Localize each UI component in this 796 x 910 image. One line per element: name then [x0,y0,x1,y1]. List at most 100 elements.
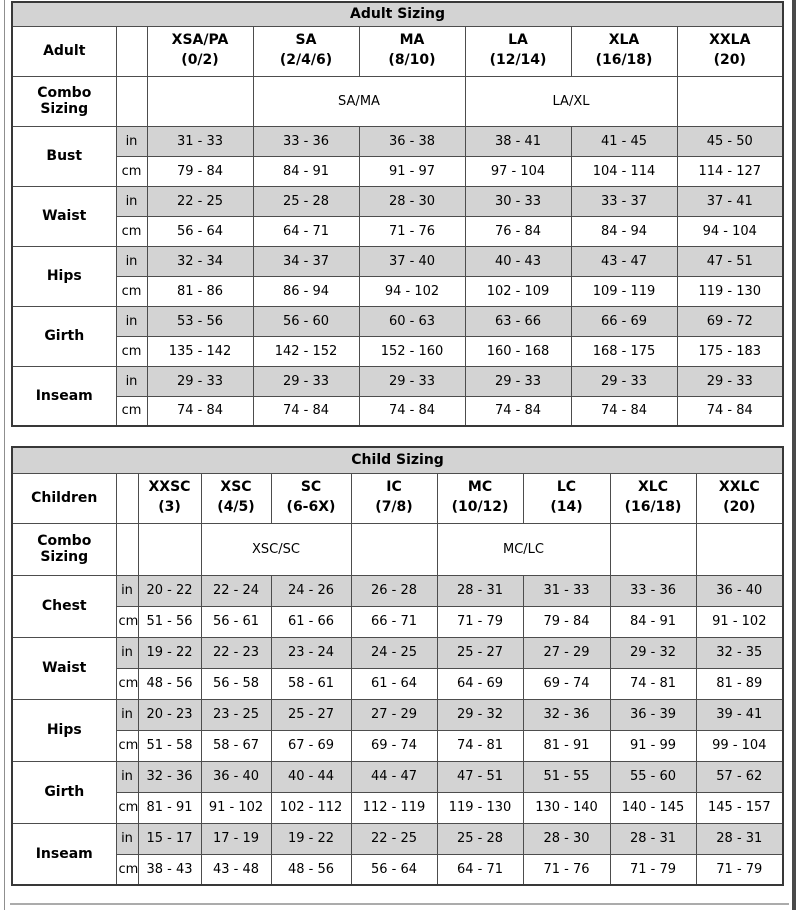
unit-cell: in [115,698,139,731]
range-cell: 29 - 33 [358,365,466,397]
range-cell: 91 - 102 [695,605,784,638]
range-cell: 31 - 33 [522,574,611,607]
sizing-charts: Adult Sizing Adult XSA/PA (0/2) SA (2/4/6)… [11,1,785,886]
size-header-lc: LC (14) [522,472,611,524]
range-cell: 36 - 40 [695,574,784,607]
range-cell: 27 - 29 [350,698,438,731]
range-cell: 64 - 71 [436,853,524,886]
range-cell: 64 - 69 [436,667,524,700]
range-cell: 56 - 60 [252,305,360,337]
range-cell: 99 - 104 [695,729,784,762]
range-cell: 69 - 72 [676,305,784,337]
unit-column-spacer [115,75,148,127]
size-header-xlc: XLC (16/18) [609,472,697,524]
unit-cell: in [115,185,148,217]
range-cell: 91 - 99 [609,729,697,762]
range-cell: 56 - 64 [350,853,438,886]
range-cell: 25 - 28 [252,185,360,217]
range-cell: 20 - 22 [137,574,202,607]
range-cell: 38 - 43 [137,853,202,886]
combo-cell-xsc-sc: XSC/SC [200,522,352,576]
measurement-label-chest: Chest [11,574,117,638]
size-sub: (20) [713,52,746,68]
range-cell: 39 - 41 [695,698,784,731]
range-cell: 28 - 31 [695,822,784,855]
range-cell: 64 - 71 [252,215,360,247]
page-left-rule [4,0,5,910]
range-cell: 47 - 51 [436,760,524,793]
range-cell: 135 - 142 [146,335,254,367]
measurement-label-girth: Girth [11,305,117,367]
size-sub: (16/18) [624,499,682,515]
unit-cell: in [115,305,148,337]
range-cell: 84 - 91 [252,155,360,187]
child-table-title: Child Sizing [11,446,784,474]
range-cell: 74 - 84 [146,395,254,427]
range-cell: 36 - 40 [200,760,272,793]
range-cell: 23 - 24 [270,636,352,669]
range-cell: 76 - 84 [464,215,572,247]
size-header-xsc: XSC (4/5) [200,472,272,524]
measurement-label-inseam: Inseam [11,822,117,886]
size-sub: (20) [723,499,756,515]
unit-cell: cm [115,275,148,307]
range-cell: 22 - 24 [200,574,272,607]
range-cell: 33 - 37 [570,185,678,217]
range-cell: 97 - 104 [464,155,572,187]
range-cell: 40 - 43 [464,245,572,277]
size-header-xla: XLA (16/18) [570,25,678,77]
size-header-sc: SC (6-6X) [270,472,352,524]
size-sub: (8/10) [388,52,436,68]
measurement-label-waist: Waist [11,185,117,247]
range-cell: 33 - 36 [609,574,697,607]
adult-sizing-table: Adult Sizing Adult XSA/PA (0/2) SA (2/4/6)… [11,1,785,427]
unit-cell: cm [115,667,139,700]
range-cell: 32 - 34 [146,245,254,277]
range-cell: 28 - 31 [436,574,524,607]
range-cell: 58 - 67 [200,729,272,762]
measurement-label-inseam: Inseam [11,365,117,427]
unit-column-spacer [115,472,139,524]
unit-cell: cm [115,335,148,367]
range-cell: 81 - 86 [146,275,254,307]
size-header-xsa-pa: XSA/PA (0/2) [146,25,254,77]
range-cell: 20 - 23 [137,698,202,731]
child-sizing-table: Child Sizing Children XXSC (3) XSC (4/5) S… [11,446,785,886]
range-cell: 109 - 119 [570,275,678,307]
range-cell: 37 - 40 [358,245,466,277]
unit-cell: cm [115,395,148,427]
range-cell: 119 - 130 [676,275,784,307]
range-cell: 28 - 31 [609,822,697,855]
measurement-label-girth: Girth [11,760,117,824]
range-cell: 84 - 91 [609,605,697,638]
range-cell: 104 - 114 [570,155,678,187]
range-cell: 48 - 56 [137,667,202,700]
range-cell: 19 - 22 [270,822,352,855]
range-cell: 36 - 38 [358,125,466,157]
size-label: MA [399,32,425,49]
range-cell: 84 - 94 [570,215,678,247]
range-cell: 57 - 62 [695,760,784,793]
unit-cell: cm [115,605,139,638]
range-cell: 66 - 71 [350,605,438,638]
range-cell: 56 - 64 [146,215,254,247]
range-cell: 43 - 47 [570,245,678,277]
size-label: XLA [608,32,640,49]
range-cell: 15 - 17 [137,822,202,855]
range-cell: 71 - 79 [436,605,524,638]
range-cell: 160 - 168 [464,335,572,367]
range-cell: 28 - 30 [522,822,611,855]
range-cell: 25 - 28 [436,822,524,855]
range-cell: 44 - 47 [350,760,438,793]
empty-cell [137,522,202,576]
range-cell: 81 - 91 [522,729,611,762]
range-cell: 56 - 61 [200,605,272,638]
combo-cell-sa-ma: SA/MA [252,75,466,127]
measurement-label-hips: Hips [11,698,117,762]
range-cell: 102 - 109 [464,275,572,307]
range-cell: 74 - 81 [609,667,697,700]
range-cell: 55 - 60 [609,760,697,793]
size-header-ma: MA (8/10) [358,25,466,77]
range-cell: 34 - 37 [252,245,360,277]
range-cell: 17 - 19 [200,822,272,855]
